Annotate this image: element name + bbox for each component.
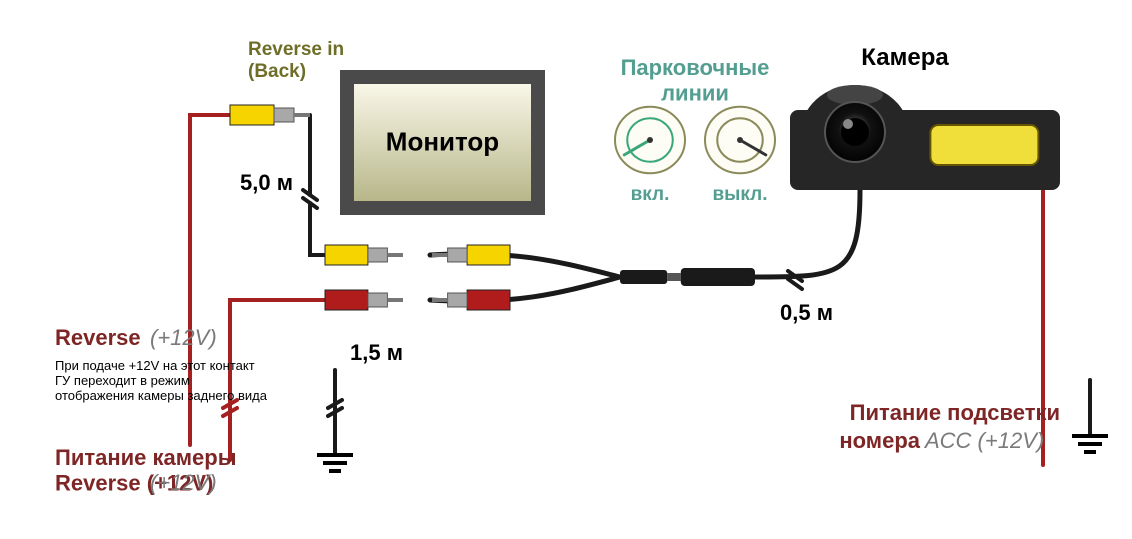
svg-text:(Back): (Back) xyxy=(248,61,306,82)
diagram-svg: Монитор Reverse in(Back) Парковочныелинии К… xyxy=(0,0,1132,539)
svg-text:Reverse in: Reverse in xyxy=(248,39,344,60)
svg-text:При подаче +12V на этот контак: При подаче +12V на этот контакт xyxy=(55,358,255,373)
svg-text:1,5 м: 1,5 м xyxy=(350,340,403,365)
svg-text:0,5 м: 0,5 м xyxy=(780,300,833,325)
svg-text:выкл.: выкл. xyxy=(713,184,768,205)
svg-text:(+12V): (+12V) xyxy=(150,325,217,350)
svg-text:номера: номера xyxy=(839,428,920,453)
svg-text:ACC (+12V): ACC (+12V) xyxy=(923,428,1044,453)
svg-text:(+12V): (+12V) xyxy=(150,470,217,495)
svg-text:Reverse: Reverse xyxy=(55,325,141,350)
svg-text:Камера: Камера xyxy=(861,44,949,71)
svg-text:5,0 м: 5,0 м xyxy=(240,170,293,195)
svg-text:линии: линии xyxy=(661,80,729,105)
svg-text:вкл.: вкл. xyxy=(631,184,670,205)
svg-text:отображения камеры заднего вид: отображения камеры заднего вида xyxy=(55,388,268,403)
svg-text:Монитор: Монитор xyxy=(386,127,499,157)
svg-text:Парковочные: Парковочные xyxy=(621,55,770,80)
svg-text:Питание подсветки: Питание подсветки xyxy=(850,400,1060,425)
svg-text:ГУ переходит в режим: ГУ переходит в режим xyxy=(55,373,190,388)
svg-text:Питание камеры: Питание камеры xyxy=(55,445,237,470)
wiring-diagram: Монитор Reverse in(Back) Парковочныелинии К… xyxy=(0,0,1132,539)
